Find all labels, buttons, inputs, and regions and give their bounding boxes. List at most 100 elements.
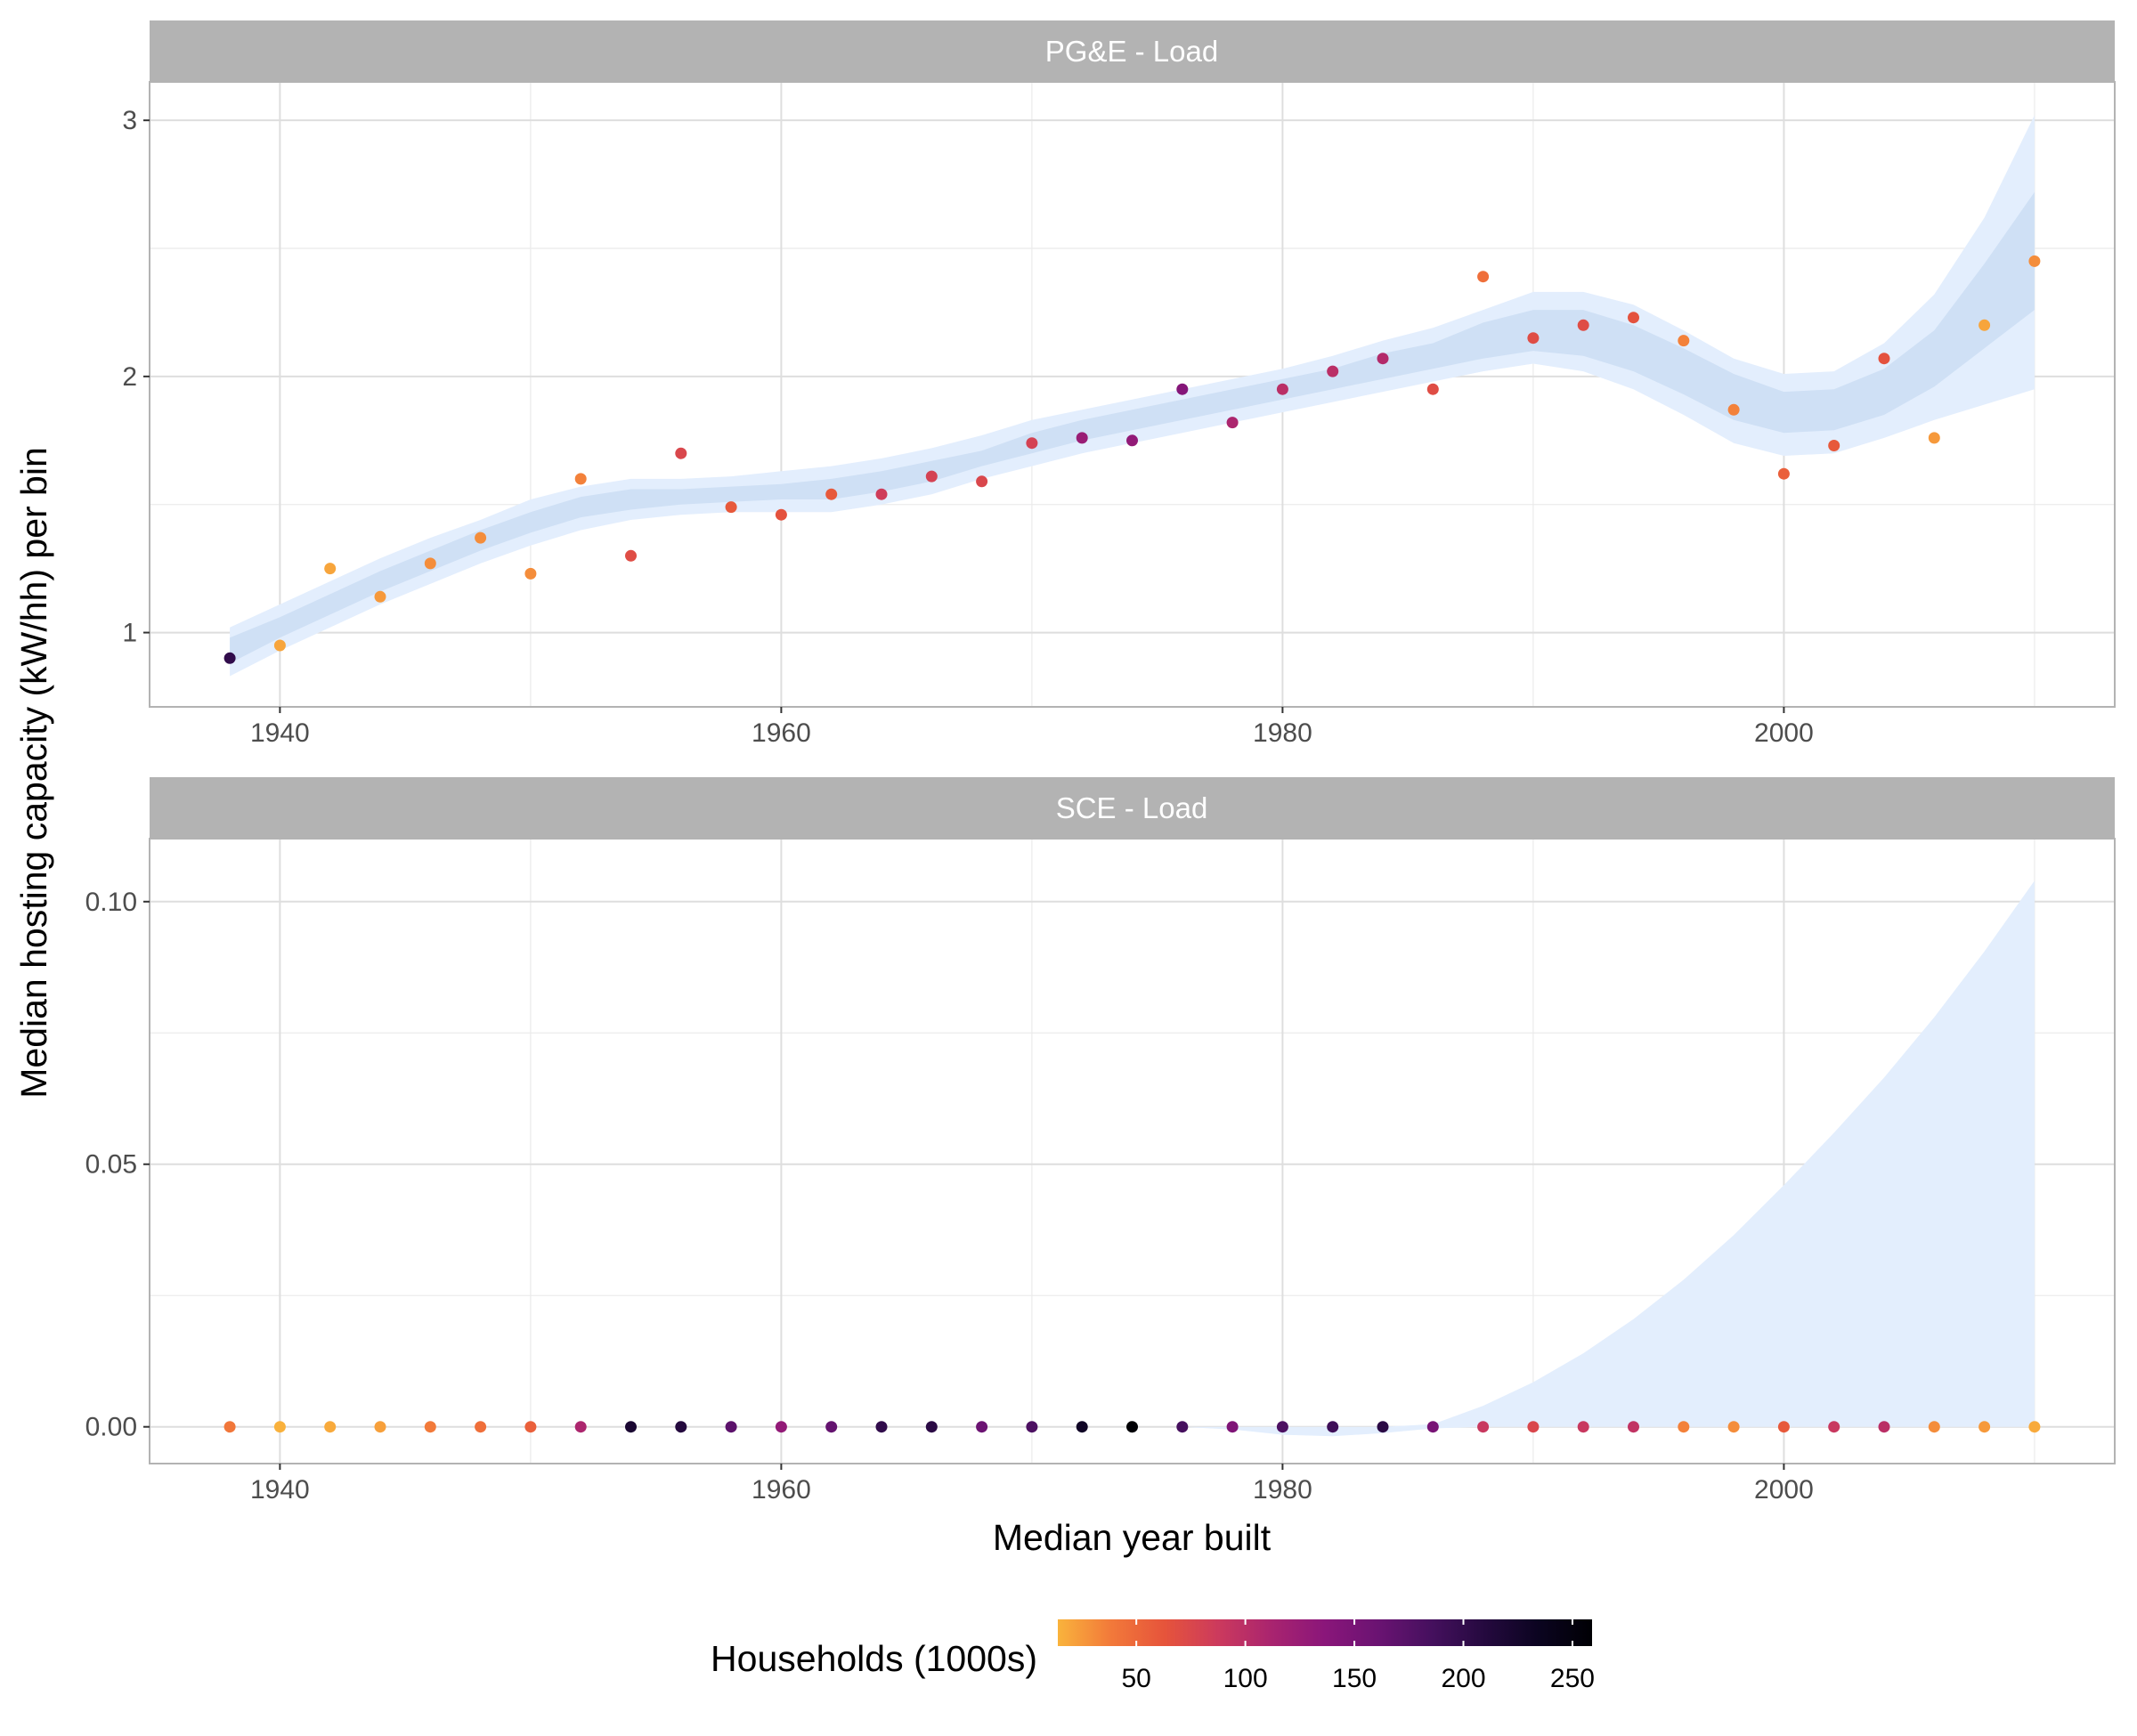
panel-border <box>149 838 2116 1464</box>
data-point <box>925 1421 938 1433</box>
data-point <box>1527 332 1540 345</box>
data-point <box>1577 1421 1589 1433</box>
data-point <box>223 652 236 664</box>
data-point <box>825 1421 838 1433</box>
y-tick-label: 0.00 <box>85 1413 137 1442</box>
data-point <box>875 1421 888 1433</box>
data-point <box>1777 467 1790 480</box>
data-point <box>1577 319 1589 331</box>
data-point <box>1276 383 1288 395</box>
y-axis-title: Median hosting capacity (kW/hh) per bin <box>13 447 54 1099</box>
data-point <box>374 590 386 603</box>
data-point <box>273 639 286 652</box>
x-axis-ticks: 1940 1960 1980 2000 <box>250 1464 1814 1505</box>
data-point <box>324 563 337 575</box>
legend-title: Households (1000s) <box>711 1638 1037 1679</box>
data-point <box>475 1421 487 1433</box>
strip-background <box>150 777 2115 839</box>
data-point <box>1176 1421 1189 1433</box>
data-point <box>1727 403 1740 416</box>
data-point <box>273 1421 286 1433</box>
data-point <box>374 1421 386 1433</box>
y-axis-ticks: 1 2 3 <box>122 106 150 648</box>
data-point <box>825 488 838 500</box>
data-point <box>725 501 737 514</box>
data-point <box>1226 1421 1239 1433</box>
x-tick-label: 1940 <box>250 718 310 748</box>
x-tick-label: 2000 <box>1754 1475 1814 1505</box>
data-point <box>625 549 637 562</box>
data-point <box>1928 1421 1940 1433</box>
data-point <box>1377 1421 1389 1433</box>
data-point <box>324 1421 337 1433</box>
y-tick-label: 2 <box>122 362 137 392</box>
strip-label: SCE - Load <box>1056 791 1208 824</box>
data-point <box>675 447 687 459</box>
data-point <box>1377 353 1389 365</box>
data-point <box>1426 383 1439 395</box>
data-point <box>524 567 537 580</box>
data-points <box>223 255 2041 664</box>
legend-colorbar <box>1058 1619 1592 1646</box>
legend-tick-label: 250 <box>1550 1664 1595 1693</box>
data-point <box>1678 1421 1690 1433</box>
data-point <box>1327 1421 1339 1433</box>
data-points <box>223 1421 2041 1433</box>
legend-tick-label: 200 <box>1441 1664 1485 1693</box>
panel-sce-load: SCE - Load 1940 1960 1980 2000 0.00 0.05 0.10 <box>85 777 2116 1505</box>
data-point <box>1226 417 1239 429</box>
data-point <box>1979 1421 1991 1433</box>
data-point <box>976 1421 988 1433</box>
data-point <box>976 475 988 488</box>
x-axis-title: Median year built <box>993 1517 1272 1558</box>
data-point <box>925 470 938 483</box>
data-point <box>1276 1421 1288 1433</box>
data-point <box>1678 335 1690 347</box>
data-point <box>1327 365 1339 377</box>
x-tick-label: 1980 <box>1253 718 1312 748</box>
data-point <box>1527 1421 1540 1433</box>
data-point <box>675 1421 687 1433</box>
data-point <box>875 488 888 500</box>
confidence-bands <box>230 115 2035 677</box>
y-tick-label: 1 <box>122 619 137 648</box>
data-point <box>1979 319 1991 331</box>
data-point <box>1026 1421 1038 1433</box>
color-legend: Households (1000s) 50 100 150 200 250 <box>711 1619 1595 1693</box>
y-axis-ticks: 0.00 0.05 0.10 <box>85 888 150 1442</box>
x-tick-label: 1960 <box>752 1475 811 1505</box>
x-tick-label: 1980 <box>1253 1475 1312 1505</box>
data-point <box>1076 1421 1088 1433</box>
data-point <box>574 1421 587 1433</box>
legend-ticks: 50 100 150 200 250 <box>1121 1619 1595 1693</box>
data-point <box>1477 271 1490 283</box>
confidence-band-wide <box>230 115 2035 677</box>
data-point <box>2028 1421 2041 1433</box>
data-point <box>1026 437 1038 450</box>
data-point <box>1426 1421 1439 1433</box>
data-point <box>524 1421 537 1433</box>
data-point <box>1828 1421 1840 1433</box>
data-point <box>475 531 487 544</box>
x-tick-label: 1960 <box>752 718 811 748</box>
data-point <box>1727 1421 1740 1433</box>
data-point <box>1628 312 1639 324</box>
strip-background <box>150 20 2115 82</box>
data-point <box>775 1421 787 1433</box>
legend-tick-label: 100 <box>1223 1664 1268 1693</box>
data-point <box>1828 440 1840 451</box>
confidence-band-wide <box>230 880 2035 1437</box>
data-point <box>1928 432 1940 444</box>
data-point <box>1126 434 1138 447</box>
data-point <box>1126 1421 1138 1433</box>
data-point <box>574 473 587 485</box>
confidence-band-narrow <box>230 191 2035 664</box>
legend-tick-label: 150 <box>1332 1664 1377 1693</box>
panel-pge-load: PG&E - Load 1940 1960 1980 2000 1 2 3 <box>122 20 2116 748</box>
x-tick-label: 1940 <box>250 1475 310 1505</box>
data-point <box>1076 432 1088 444</box>
y-tick-label: 0.05 <box>85 1150 137 1180</box>
data-point <box>775 508 787 521</box>
y-tick-label: 3 <box>122 106 137 135</box>
